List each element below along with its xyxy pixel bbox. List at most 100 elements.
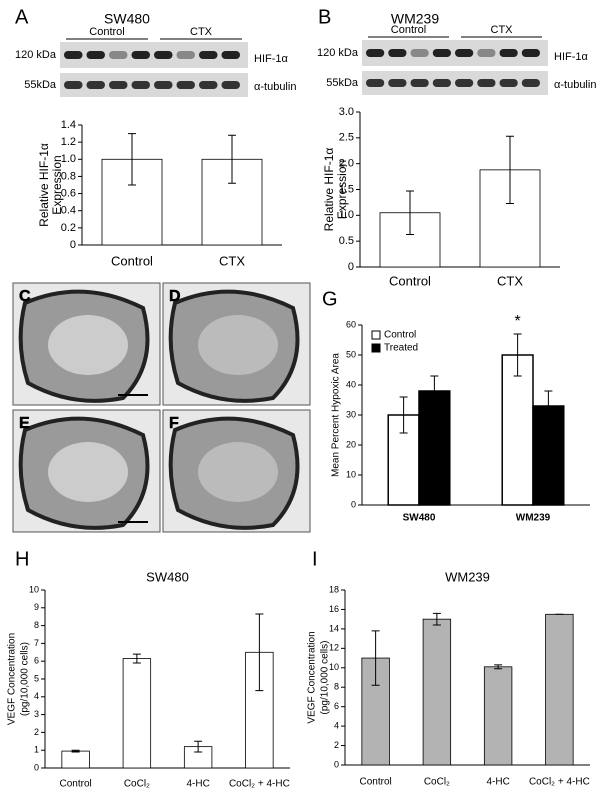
chart-title: SW480 xyxy=(146,569,189,584)
x-tick-label: Control xyxy=(111,253,153,268)
panel-letter: A xyxy=(15,6,29,28)
y-tick-label: 0 xyxy=(348,261,354,273)
y-tick-label: 2.5 xyxy=(339,132,354,144)
blot-protein: α-tubulin xyxy=(554,79,596,91)
y-tick-label: 10 xyxy=(29,584,39,594)
error-bar xyxy=(513,333,522,377)
y-axis-label: (pg/10,000 cells) xyxy=(320,641,331,715)
y-tick-label: 3.0 xyxy=(339,106,354,118)
blot-band xyxy=(86,81,105,89)
y-tick-label: 6 xyxy=(334,701,339,711)
legend-label: Treated xyxy=(384,343,418,354)
y-axis-label: VEGF Concentration xyxy=(307,631,318,723)
blot-band xyxy=(109,81,128,89)
x-tick-label: CoCl₂ + 4-HC xyxy=(529,777,590,788)
y-tick-label: 0.5 xyxy=(339,235,354,247)
error-bar xyxy=(255,613,264,692)
x-tick-label: CTX xyxy=(497,273,523,288)
error-bar xyxy=(399,396,408,434)
bar xyxy=(501,354,534,506)
y-tick-label: 2 xyxy=(334,740,339,750)
error-bar xyxy=(406,190,414,235)
y-tick-label: 40 xyxy=(346,379,356,389)
blot-band xyxy=(388,79,407,87)
blot-marker: 55kDa xyxy=(24,79,57,91)
blot-band xyxy=(521,79,540,87)
y-tick-label: 0.4 xyxy=(61,205,76,217)
y-tick-label: 18 xyxy=(329,584,339,594)
tissue-core xyxy=(48,442,128,502)
x-tick-label: SW480 xyxy=(403,513,436,524)
blot-band xyxy=(131,51,150,59)
x-tick-label: CoCl₂ xyxy=(124,779,150,790)
y-axis-label: Relative HIF-1α xyxy=(322,148,336,232)
y-tick-label: 1.2 xyxy=(61,136,76,148)
panel-letter: D xyxy=(169,288,181,305)
blot-band xyxy=(455,49,474,57)
blot-band xyxy=(199,81,218,89)
bar xyxy=(61,750,90,769)
blot-band xyxy=(221,51,240,59)
panel-letter: C xyxy=(19,288,31,305)
error-bar xyxy=(128,133,136,186)
blot-marker: 120 kDa xyxy=(15,49,57,61)
y-tick-label: 0.6 xyxy=(61,187,76,199)
error-bar xyxy=(71,749,80,753)
tissue-core xyxy=(198,442,278,502)
y-tick-label: 9 xyxy=(34,602,39,612)
tissue-core xyxy=(48,315,128,375)
y-tick-label: 1.4 xyxy=(61,119,76,131)
y-tick-label: 6 xyxy=(34,656,39,666)
blot-group: CTX xyxy=(190,26,213,38)
y-tick-label: 0 xyxy=(70,239,76,251)
blot-band xyxy=(154,81,173,89)
blot-band xyxy=(388,49,407,57)
x-tick-label: WM239 xyxy=(516,513,551,524)
error-bar xyxy=(506,135,514,204)
panel-letter: H xyxy=(15,548,29,570)
bar xyxy=(483,666,513,766)
y-tick-label: 30 xyxy=(346,409,356,419)
error-bar xyxy=(132,653,141,664)
y-tick-label: 0.8 xyxy=(61,170,76,182)
bar xyxy=(122,658,152,769)
panel-letter: I xyxy=(312,548,318,570)
y-tick-label: 5 xyxy=(34,673,39,683)
x-tick-label: CoCl₂ + 4-HC xyxy=(229,779,290,790)
blot-protein: HIF-1α xyxy=(554,51,589,63)
y-tick-label: 2 xyxy=(34,727,39,737)
y-tick-label: 0.2 xyxy=(61,222,76,234)
error-bar xyxy=(432,612,441,626)
blot-band xyxy=(131,81,150,89)
y-tick-label: 50 xyxy=(346,349,356,359)
legend-label: Control xyxy=(384,330,416,341)
y-tick-label: 8 xyxy=(34,620,39,630)
blot-band xyxy=(410,49,429,57)
y-tick-label: 3 xyxy=(34,709,39,719)
y-axis-label: Expression xyxy=(335,160,349,219)
blot-band xyxy=(64,51,83,59)
error-bar xyxy=(430,375,439,407)
blot-band xyxy=(109,51,128,59)
blot-band xyxy=(521,49,540,57)
bar xyxy=(545,613,574,766)
error-bar xyxy=(544,390,553,422)
blot-band xyxy=(176,81,195,89)
y-tick-label: 1 xyxy=(34,745,39,755)
annotation: * xyxy=(514,313,520,330)
blot-group: CTX xyxy=(491,24,514,36)
legend-swatch xyxy=(371,343,381,353)
error-bar xyxy=(371,630,380,686)
error-bar xyxy=(494,664,503,670)
y-tick-label: 8 xyxy=(334,682,339,692)
panel-letter: G xyxy=(322,288,338,310)
blot-band xyxy=(199,51,218,59)
panel-letter: E xyxy=(19,415,30,432)
y-tick-label: 12 xyxy=(329,643,339,653)
y-axis-label: VEGF Concentration xyxy=(7,633,18,725)
panel-letter: B xyxy=(318,6,331,28)
y-tick-label: 60 xyxy=(346,319,356,329)
blot-band xyxy=(432,49,451,57)
y-axis-label: Expression xyxy=(50,155,64,214)
